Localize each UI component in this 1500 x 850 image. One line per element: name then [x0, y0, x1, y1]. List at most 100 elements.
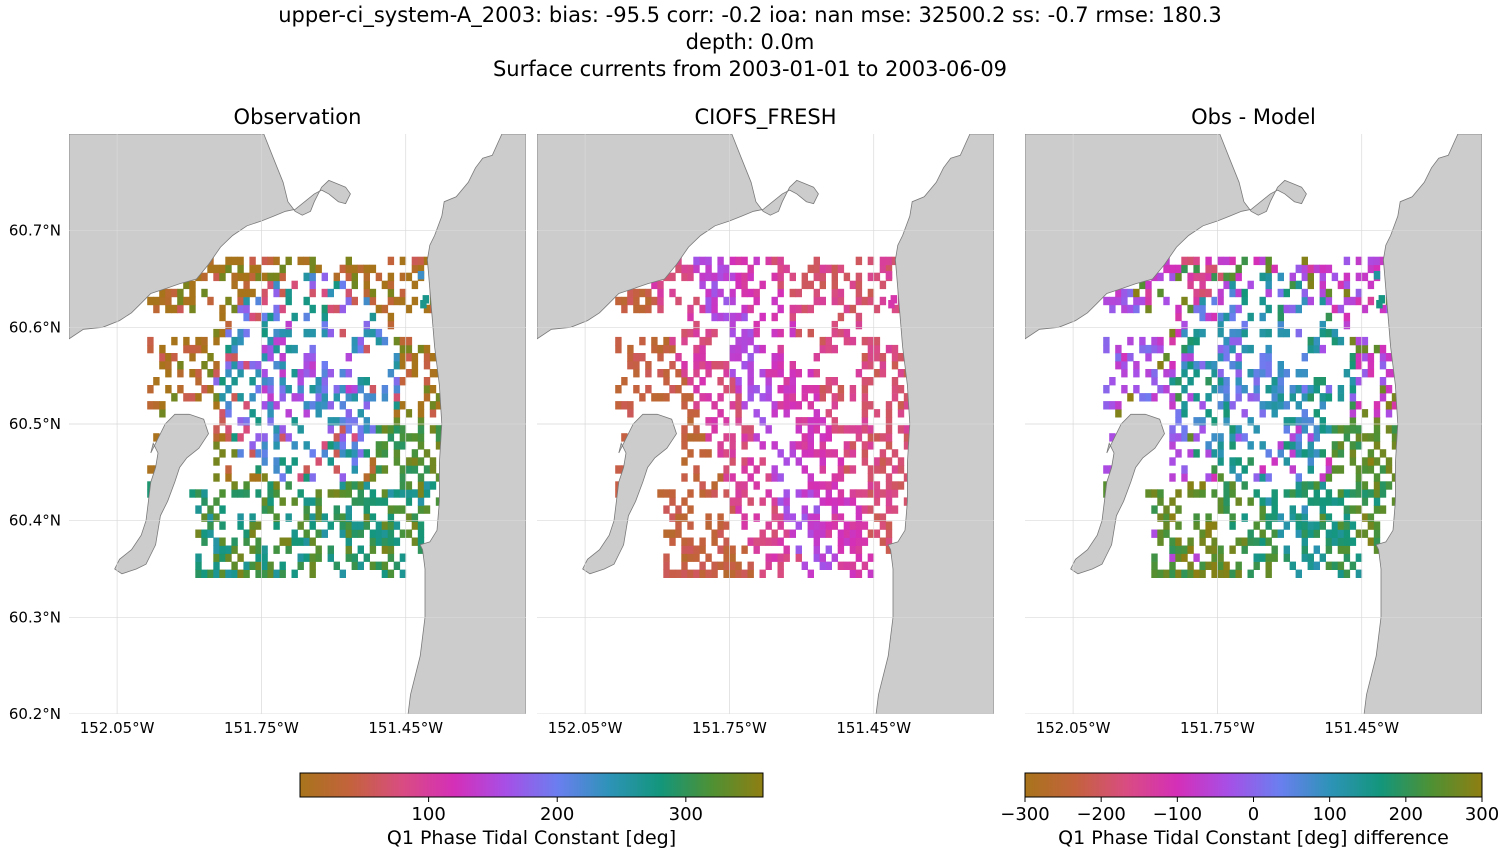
data-cell: [1157, 513, 1164, 522]
data-cell: [837, 473, 845, 482]
data-cell: [1223, 569, 1230, 578]
data-cell: [309, 280, 316, 290]
data-cell: [1319, 296, 1326, 306]
data-cell: [1229, 441, 1236, 450]
data-cell: [1241, 296, 1248, 306]
data-cell: [771, 497, 778, 506]
data-cell: [1301, 425, 1308, 434]
data-cell: [381, 393, 389, 402]
data-cell: [1265, 328, 1272, 338]
data-cell: [699, 537, 706, 546]
data-cell: [1355, 529, 1363, 538]
data-cell: [1205, 272, 1212, 282]
data-cell: [801, 505, 808, 514]
data-cell: [1361, 344, 1369, 354]
data-cell: [405, 409, 413, 418]
data-cell: [201, 497, 208, 506]
data-cell: [1331, 449, 1339, 458]
data-cell: [351, 385, 358, 394]
data-cell: [1241, 409, 1248, 418]
data-cell: [279, 353, 286, 362]
data-cell: [1355, 553, 1363, 562]
data-cell: [1307, 385, 1314, 394]
data-cell: [1187, 561, 1194, 570]
data-cell: [813, 353, 820, 362]
data-cell: [663, 489, 670, 498]
data-cell: [1217, 449, 1224, 458]
data-cell: [753, 328, 760, 338]
figure-title: upper-ci_system-A_2003: bias: -95.5 corr…: [0, 2, 1500, 83]
data-cell: [351, 497, 358, 506]
data-cell: [819, 553, 826, 562]
data-cell: [1139, 393, 1146, 402]
data-cell: [1349, 393, 1357, 402]
data-cell: [1376, 300, 1383, 309]
data-cell: [1319, 377, 1326, 386]
data-cell: [771, 529, 778, 538]
data-cell: [285, 481, 292, 490]
map-panel-1: [537, 134, 994, 714]
data-cell: [735, 272, 742, 282]
data-cell: [387, 312, 395, 322]
data-cell: [789, 361, 796, 370]
data-cell: [1355, 256, 1363, 266]
data-cell: [711, 296, 718, 306]
data-cell: [399, 505, 407, 514]
data-cell: [291, 344, 298, 354]
data-cell: [633, 288, 640, 298]
data-cell: [231, 353, 238, 362]
data-cell: [1331, 537, 1339, 546]
data-cell: [807, 417, 814, 426]
data-cell: [723, 473, 730, 482]
data-cell: [759, 537, 766, 546]
data-cell: [1349, 385, 1357, 394]
data-cell: [243, 304, 250, 314]
data-cell: [225, 425, 232, 434]
data-cell: [867, 441, 875, 450]
data-cell: [399, 569, 407, 578]
data-cell: [399, 361, 407, 370]
data-cell: [387, 569, 395, 578]
data-cell: [711, 537, 718, 546]
data-cell: [339, 521, 346, 530]
data-cell: [795, 545, 802, 554]
data-cell: [831, 296, 838, 306]
data-cell: [1223, 505, 1230, 514]
data-cell: [1379, 489, 1387, 498]
data-cell: [819, 457, 826, 466]
data-cell: [261, 320, 268, 330]
data-cell: [213, 561, 220, 570]
data-cell: [279, 425, 286, 434]
data-cell: [1319, 481, 1326, 490]
data-cell: [153, 377, 160, 386]
data-cell: [1127, 304, 1134, 314]
data-cell: [261, 288, 268, 298]
data-cell: [1253, 537, 1260, 546]
data-cell: [747, 264, 754, 274]
data-cell: [729, 441, 736, 450]
data-cell: [267, 401, 274, 410]
data-cell: [1277, 304, 1284, 314]
data-cell: [759, 417, 766, 426]
data-cell: [261, 473, 268, 482]
data-cell: [1205, 361, 1212, 370]
data-cell: [1295, 304, 1302, 314]
data-cell: [321, 272, 328, 282]
data-cell: [1337, 425, 1345, 434]
data-cell: [1355, 377, 1363, 386]
data-cell: [261, 353, 268, 362]
data-cell: [255, 569, 262, 578]
data-cell: [1343, 489, 1351, 498]
data-cell: [1301, 481, 1308, 490]
data-cell: [633, 353, 640, 362]
data-cell: [837, 457, 845, 466]
colorbar-tick-label: 0: [1248, 804, 1259, 825]
data-cell: [309, 385, 316, 394]
data-cell: [891, 377, 899, 386]
x-tick-label: 151.75°W: [224, 719, 299, 737]
data-cell: [801, 304, 808, 314]
data-cell: [411, 256, 419, 266]
data-cell: [1259, 513, 1266, 522]
data-cell: [309, 569, 316, 578]
